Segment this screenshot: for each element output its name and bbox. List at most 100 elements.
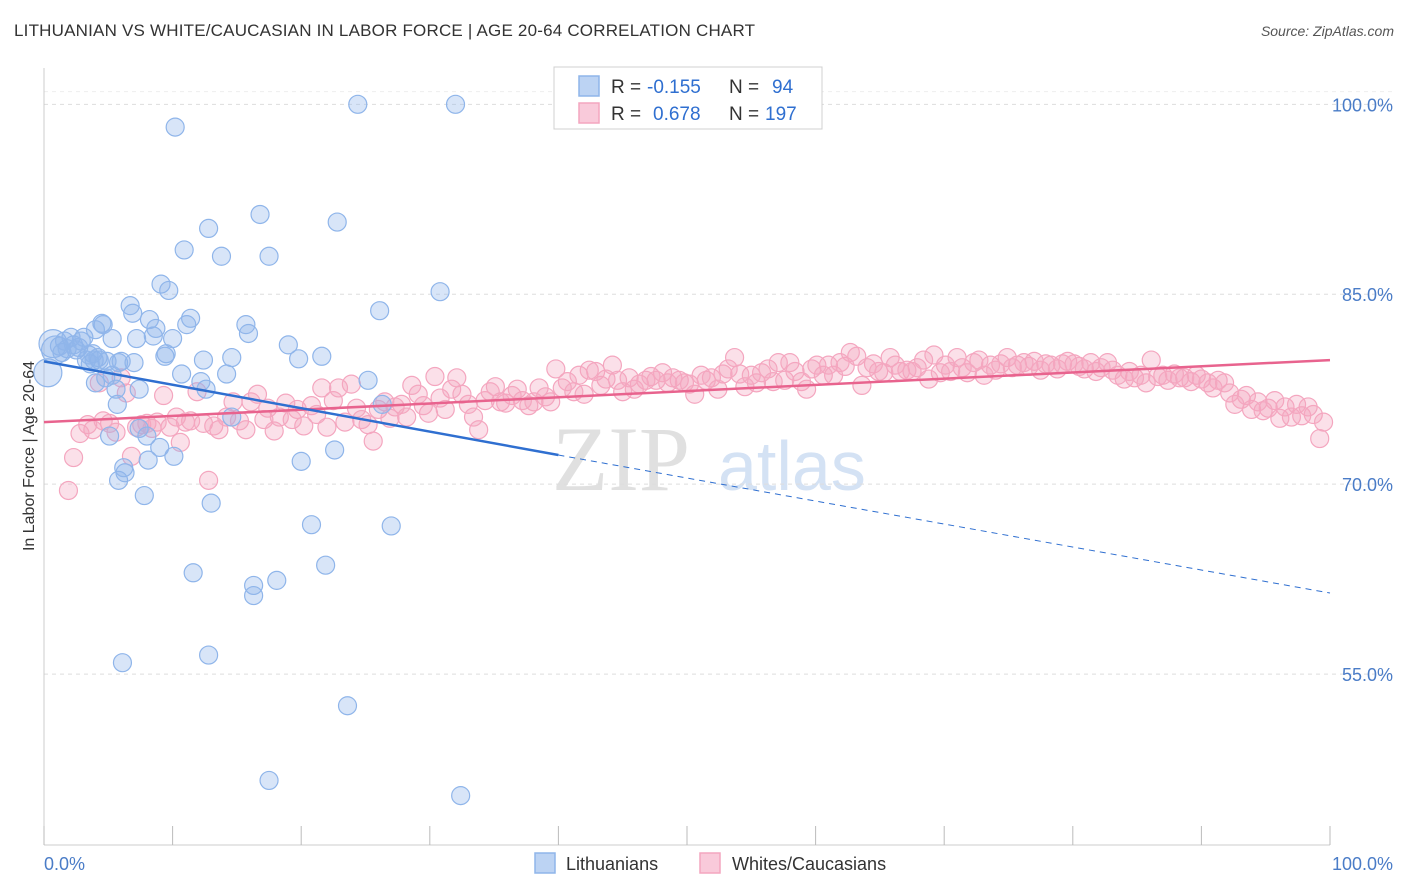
point-whites xyxy=(807,355,827,375)
point-whites xyxy=(1231,389,1251,409)
bottom-legend-lithuanians: Lithuanians xyxy=(566,854,658,874)
point-lithuanians xyxy=(120,296,140,316)
point-lithuanians xyxy=(278,335,298,355)
point-whites xyxy=(341,374,361,394)
watermark-atlas: atlas xyxy=(718,427,866,505)
point-lithuanians xyxy=(151,274,171,294)
legend-n-label-2: N = xyxy=(729,104,759,125)
point-whites xyxy=(236,420,256,440)
point-whites xyxy=(1313,412,1334,432)
point-lithuanians xyxy=(93,315,113,335)
point-lithuanians xyxy=(381,516,401,536)
legend-n-value-1: 94 xyxy=(772,77,794,98)
point-lithuanians xyxy=(291,451,311,471)
point-lithuanians xyxy=(301,515,322,535)
point-lithuanians xyxy=(370,301,390,321)
point-whites xyxy=(1214,373,1235,393)
point-lithuanians xyxy=(238,323,259,344)
point-whites xyxy=(1002,358,1022,378)
point-whites xyxy=(58,480,79,501)
point-lithuanians xyxy=(129,379,149,399)
legend-box: R = -0.155 N = 94 R = 0.678 N = 197 xyxy=(553,66,823,130)
point-lithuanians xyxy=(33,358,63,388)
legend-r-value-2: 0.678 xyxy=(653,104,701,125)
point-lithuanians xyxy=(199,218,219,239)
point-whites xyxy=(442,379,462,399)
point-whites xyxy=(885,355,905,375)
point-lithuanians xyxy=(107,394,127,414)
point-whites xyxy=(986,360,1006,380)
point-whites xyxy=(636,370,656,390)
point-whites xyxy=(768,353,788,373)
point-lithuanians xyxy=(159,280,179,301)
point-lithuanians xyxy=(267,570,287,590)
y-tick-label: 100.0% xyxy=(1332,95,1393,115)
point-whites xyxy=(619,368,639,388)
point-whites xyxy=(397,407,417,427)
point-lithuanians xyxy=(325,440,345,460)
point-lithuanians xyxy=(222,407,242,427)
legend-n-label-1: N = xyxy=(729,77,759,98)
point-whites xyxy=(1275,397,1295,417)
point-lithuanians xyxy=(244,585,264,606)
legend-swatch-lithuanians xyxy=(578,75,600,97)
point-whites xyxy=(1014,353,1034,373)
point-lithuanians xyxy=(163,328,183,349)
point-lithuanians xyxy=(115,463,135,483)
point-whites xyxy=(160,417,180,437)
point-whites xyxy=(1164,364,1184,384)
point-whites xyxy=(641,366,661,387)
point-whites xyxy=(469,420,489,440)
chart-title: LITHUANIAN VS WHITE/CAUCASIAN IN LABOR F… xyxy=(14,21,756,40)
series-lithuanians xyxy=(33,94,471,806)
legend-n-value-2: 197 xyxy=(765,104,797,125)
point-whites xyxy=(317,417,337,437)
point-lithuanians xyxy=(112,653,133,673)
legend-swatch-whites xyxy=(578,102,600,124)
point-whites xyxy=(941,361,961,382)
point-whites xyxy=(463,407,484,427)
point-whites xyxy=(485,377,505,397)
point-lithuanians xyxy=(143,326,163,346)
point-whites xyxy=(669,370,689,390)
point-lithuanians xyxy=(211,246,232,266)
point-whites xyxy=(199,470,219,490)
point-lithuanians xyxy=(138,450,158,470)
point-whites xyxy=(724,347,745,368)
point-lithuanians xyxy=(134,485,154,506)
point-whites xyxy=(852,375,872,395)
point-whites xyxy=(796,379,817,399)
point-whites xyxy=(519,396,539,416)
point-whites xyxy=(780,353,800,373)
point-lithuanians xyxy=(222,347,242,368)
point-lithuanians xyxy=(250,204,270,225)
point-whites xyxy=(170,432,190,452)
point-whites xyxy=(363,431,383,451)
watermark-zip: ZIP xyxy=(552,408,690,510)
point-lithuanians xyxy=(217,364,237,384)
point-whites xyxy=(969,350,989,370)
x-ticks xyxy=(43,826,1331,845)
point-lithuanians xyxy=(430,282,450,302)
point-lithuanians xyxy=(327,212,347,232)
point-lithuanians xyxy=(165,117,185,137)
point-whites xyxy=(1220,383,1240,403)
point-lithuanians xyxy=(193,350,214,370)
point-lithuanians xyxy=(337,696,358,716)
point-whites xyxy=(447,368,467,388)
point-whites xyxy=(818,355,839,375)
bottom-legend-swatch-lithuanians xyxy=(534,852,556,874)
point-lithuanians xyxy=(244,575,264,596)
point-whites xyxy=(1136,373,1156,393)
point-whites xyxy=(1310,428,1330,449)
point-lithuanians xyxy=(259,770,279,791)
point-lithuanians xyxy=(164,446,184,466)
point-lithuanians xyxy=(106,379,126,399)
x-tick-label-min: 0.0% xyxy=(44,854,85,874)
point-lithuanians xyxy=(74,327,94,347)
point-lithuanians xyxy=(150,437,170,458)
point-lithuanians xyxy=(348,94,368,114)
point-whites xyxy=(63,447,84,468)
point-lithuanians xyxy=(123,303,143,323)
point-whites xyxy=(328,378,349,398)
